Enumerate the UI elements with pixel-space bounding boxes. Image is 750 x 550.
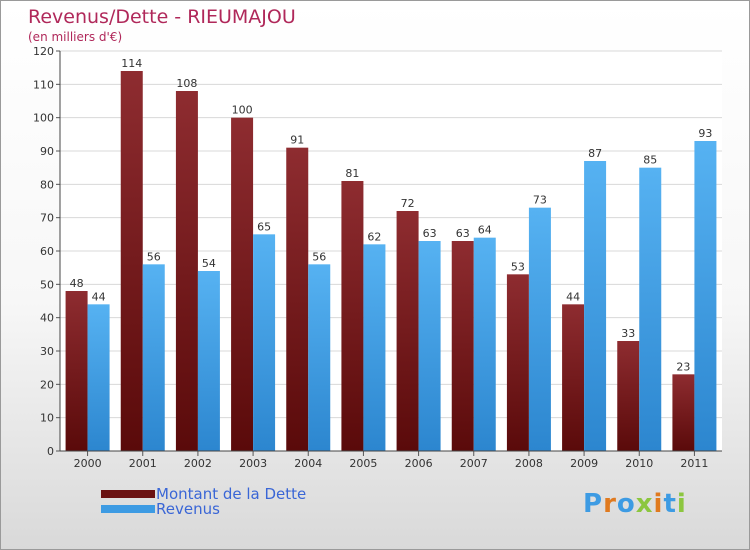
y-tick-label: 110	[33, 78, 54, 91]
chart-title: Revenus/Dette - RIEUMAJOU	[28, 6, 296, 28]
bar-dette	[120, 71, 143, 451]
x-tick-label: 2002	[184, 457, 212, 470]
data-label-revenus: 54	[202, 257, 216, 270]
y-tick-label: 60	[40, 245, 54, 258]
data-label-dette: 100	[232, 104, 253, 117]
bar-revenus	[308, 264, 331, 451]
bar-revenus	[363, 244, 386, 451]
data-label-dette: 63	[456, 227, 470, 240]
data-label-dette: 44	[566, 290, 580, 303]
x-tick-label: 2005	[349, 457, 377, 470]
x-tick-label: 2011	[680, 457, 708, 470]
y-tick-label: 100	[33, 112, 54, 125]
bar-dette	[396, 211, 419, 451]
bar-revenus	[253, 234, 276, 451]
data-label-dette: 81	[345, 167, 359, 180]
data-label-revenus: 85	[643, 154, 657, 167]
x-tick-label: 2009	[570, 457, 598, 470]
data-label-revenus: 63	[423, 227, 437, 240]
legend-swatch-revenus	[101, 505, 155, 513]
data-label-revenus: 64	[478, 224, 492, 237]
x-tick-label: 2000	[74, 457, 102, 470]
proxiti-logo: Proxiti	[583, 489, 687, 519]
logo-letter: i	[676, 489, 687, 519]
logo-letter: P	[583, 489, 604, 519]
bar-dette	[506, 274, 529, 451]
bar-dette	[65, 291, 88, 451]
x-tick-label: 2001	[129, 457, 157, 470]
data-label-revenus: 44	[92, 290, 106, 303]
logo-letter: r	[603, 489, 617, 519]
bar-dette	[672, 374, 695, 451]
data-label-revenus: 73	[533, 194, 547, 207]
bar-revenus	[418, 241, 441, 451]
y-tick-label: 70	[40, 212, 54, 225]
bar-revenus	[473, 237, 496, 451]
data-label-dette: 108	[176, 77, 197, 90]
y-tick-label: 10	[40, 412, 54, 425]
x-tick-label: 2003	[239, 457, 267, 470]
bar-dette	[286, 147, 309, 451]
x-tick-label: 2010	[625, 457, 653, 470]
data-label-revenus: 87	[588, 147, 602, 160]
bar-dette	[617, 341, 640, 451]
chart-subtitle: (en milliers d'€)	[28, 30, 123, 44]
data-label-dette: 114	[121, 57, 142, 70]
y-tick-label: 80	[40, 178, 54, 191]
bar-dette	[562, 304, 585, 451]
x-tick-label: 2006	[405, 457, 433, 470]
logo-letter: o	[616, 489, 636, 519]
y-tick-label: 0	[47, 445, 54, 458]
bar-revenus	[142, 264, 165, 451]
data-label-dette: 72	[401, 197, 415, 210]
legend-label-dette: Montant de la Dette	[156, 485, 307, 503]
x-tick-label: 2004	[294, 457, 322, 470]
bar-revenus	[197, 271, 220, 451]
legend-label-revenus: Revenus	[156, 500, 220, 518]
bar-dette	[231, 117, 254, 452]
y-tick-label: 50	[40, 278, 54, 291]
x-tick-label: 2007	[460, 457, 488, 470]
y-tick-label: 20	[40, 378, 54, 391]
data-label-dette: 53	[511, 260, 525, 273]
data-label-revenus: 56	[312, 250, 326, 263]
y-tick-label: 90	[40, 145, 54, 158]
y-tick-label: 120	[33, 45, 54, 58]
data-label-revenus: 62	[367, 230, 381, 243]
logo-letter: i	[653, 489, 664, 519]
legend-swatch-dette	[101, 490, 155, 498]
bar-dette	[341, 181, 364, 451]
bar-revenus	[528, 207, 551, 451]
x-tick-label: 2008	[515, 457, 543, 470]
y-tick-label: 40	[40, 312, 54, 325]
bar-revenus	[694, 141, 717, 451]
data-label-revenus: 65	[257, 220, 271, 233]
data-label-revenus: 93	[698, 127, 712, 140]
data-label-dette: 23	[676, 360, 690, 373]
data-label-dette: 91	[290, 134, 304, 147]
y-tick-label: 30	[40, 345, 54, 358]
bar-dette	[451, 241, 474, 451]
data-label-dette: 33	[621, 327, 635, 340]
bar-revenus	[584, 161, 607, 451]
bar-revenus	[87, 304, 110, 451]
data-label-dette: 48	[70, 277, 84, 290]
data-label-revenus: 56	[147, 250, 161, 263]
bar-revenus	[639, 167, 662, 451]
bar-dette	[175, 91, 198, 451]
logo-letter: t	[663, 489, 677, 519]
logo-letter: x	[635, 489, 654, 519]
